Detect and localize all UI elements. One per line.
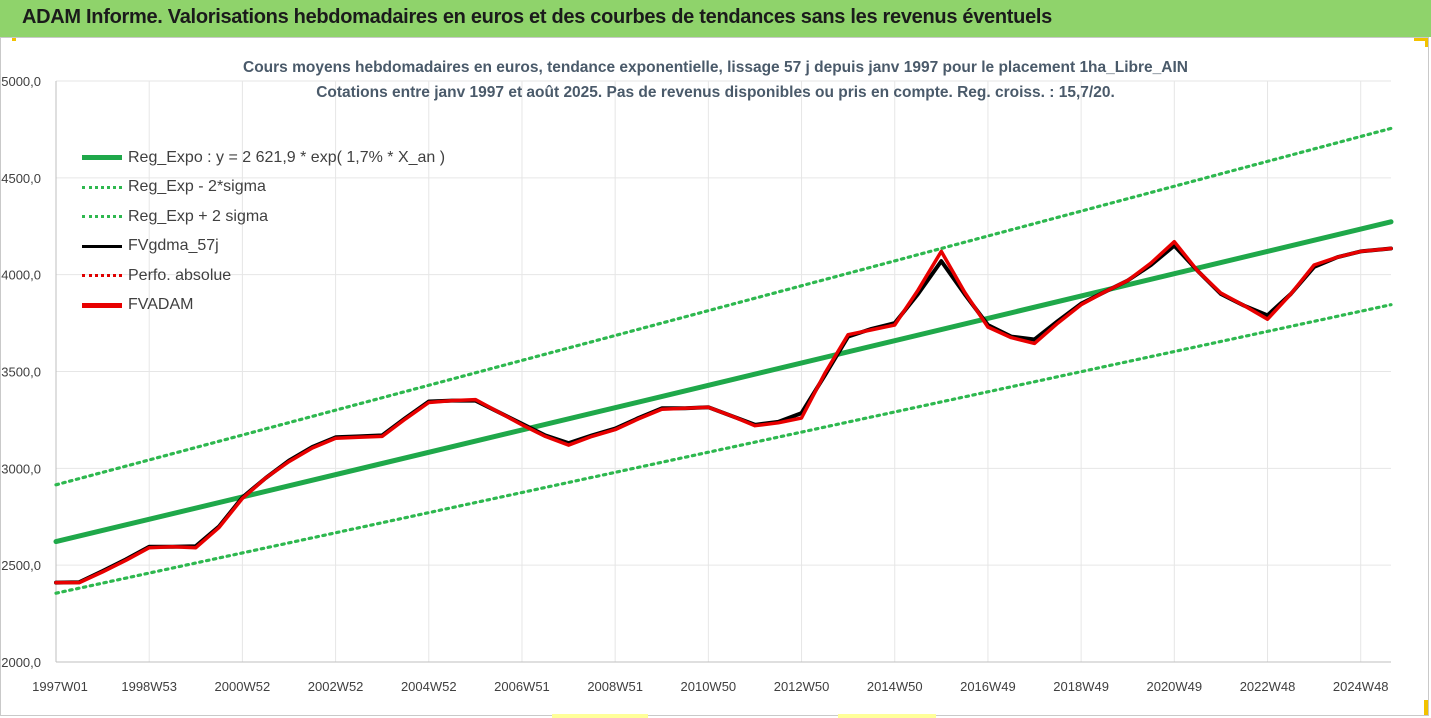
legend-item-reg-exp-plus: Reg_Exp + 2 sigma: [82, 202, 445, 232]
corner-mark: [1425, 37, 1429, 47]
legend-item-reg-expo: Reg_Expo : y = 2 621,9 * exp( 1,7% * X_a…: [82, 143, 445, 173]
x-tick-label: 2018W49: [1053, 679, 1109, 694]
chart-legend: Reg_Expo : y = 2 621,9 * exp( 1,7% * X_a…: [82, 143, 445, 320]
chart-frame: [0, 37, 1429, 716]
x-tick-label: 2002W52: [308, 679, 364, 694]
chart-title: Cours moyens hebdomadaires en euros, ten…: [243, 59, 1188, 76]
series-fvadam: [54, 239, 1393, 585]
legend-item-fvadam: FVADAM: [82, 291, 445, 321]
legend-swatch-fvadam: [82, 302, 122, 308]
x-tick-label: 2014W50: [867, 679, 923, 694]
y-tick-label: 5000,0: [1, 74, 41, 89]
x-tick-label: 1998W53: [121, 679, 177, 694]
legend-item-reg-exp-minus: Reg_Exp - 2*sigma: [82, 173, 445, 203]
y-tick-label: 3000,0: [1, 461, 41, 476]
footer-mark: [838, 714, 936, 718]
legend-swatch-reg-expo: [82, 155, 122, 161]
x-tick-label: 2010W50: [681, 679, 737, 694]
x-tick-label: 2006W51: [494, 679, 550, 694]
y-tick-label: 2500,0: [1, 558, 41, 573]
legend-label-reg-expo: Reg_Expo : y = 2 621,9 * exp( 1,7% * X_a…: [128, 148, 446, 166]
report-title: ADAM Informe. Valorisations hebdomadaire…: [22, 6, 1052, 28]
corner-mark: [12, 37, 16, 41]
y-tick-label: 4000,0: [1, 268, 41, 283]
y-tick-label: 3500,0: [1, 365, 41, 380]
x-tick-label: 2020W49: [1146, 679, 1202, 694]
legend-label-fvgdma: FVgdma_57j: [128, 237, 219, 255]
y-tick-label: 4500,0: [1, 171, 41, 186]
legend-item-fvgdma: FVgdma_57j: [82, 232, 445, 262]
legend-swatch-reg-exp-minus: [82, 185, 122, 189]
legend-swatch-fvgdma: [82, 244, 122, 248]
y-tick-label: 2000,0: [1, 655, 41, 670]
legend-label-fvadam: FVADAM: [128, 296, 194, 314]
x-tick-label: 2008W51: [587, 679, 643, 694]
top-banner: ADAM Informe. Valorisations hebdomadaire…: [0, 0, 1431, 37]
legend-label-reg-exp-plus: Reg_Exp + 2 sigma: [128, 207, 269, 225]
x-tick-label: 2016W49: [960, 679, 1016, 694]
legend-label-reg-exp-minus: Reg_Exp - 2*sigma: [128, 178, 266, 196]
x-tick-label: 2004W52: [401, 679, 457, 694]
footer-mark: [552, 714, 648, 718]
series-reg-expo: [53, 219, 1394, 545]
x-tick-label: 2012W50: [774, 679, 830, 694]
x-tick-label: 2024W48: [1333, 679, 1389, 694]
x-tick-label: 2022W48: [1240, 679, 1296, 694]
corner-mark: [1424, 700, 1429, 716]
x-tick-label: 2000W52: [215, 679, 271, 694]
legend-swatch-reg-exp-plus: [82, 215, 122, 219]
corner-mark: [1414, 37, 1428, 41]
legend-label-perfo: Perfo. absolue: [128, 266, 232, 284]
legend-swatch-perfo: [82, 274, 122, 278]
chart-subtitle: Cotations entre janv 1997 et août 2025. …: [316, 84, 1115, 101]
legend-item-perfo: Perfo. absolue: [82, 261, 445, 291]
x-tick-label: 1997W01: [32, 679, 88, 694]
series-reg-exp-plus: [54, 126, 1393, 487]
series-reg-exp-minus: [54, 303, 1393, 595]
